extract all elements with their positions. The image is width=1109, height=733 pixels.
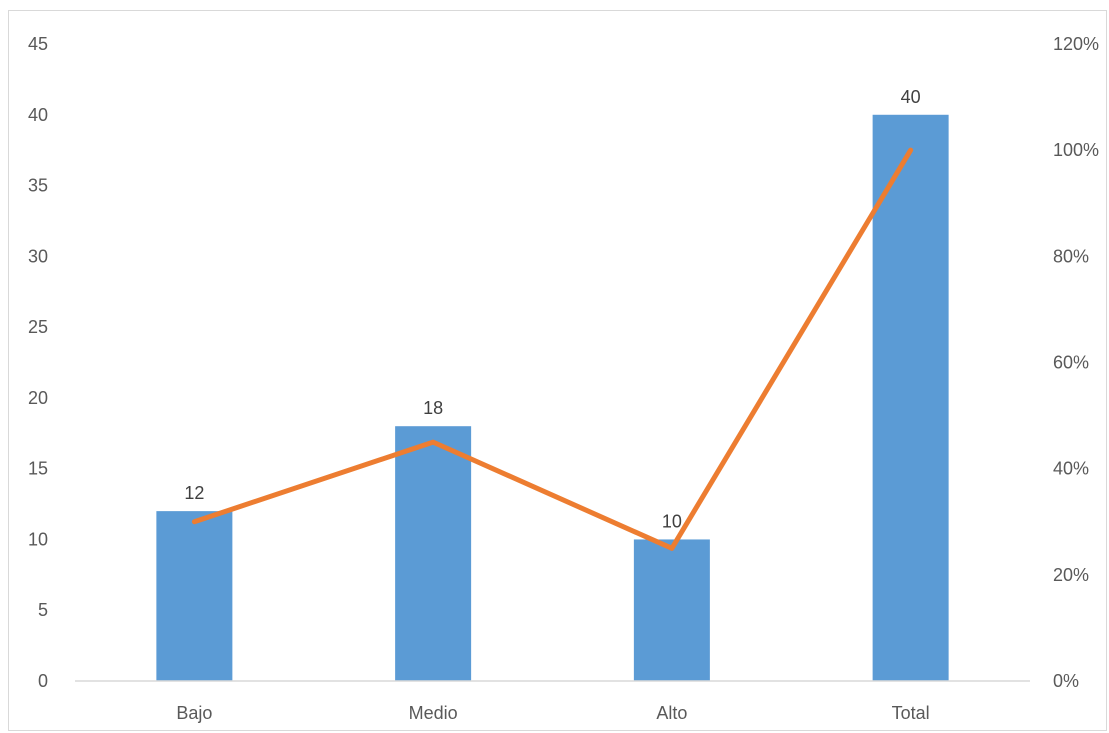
bar — [395, 426, 472, 681]
bar-data-label: 10 — [662, 511, 682, 531]
bar-series — [156, 114, 949, 682]
left-tick-label: 35 — [28, 176, 48, 196]
bar — [872, 114, 949, 682]
x-axis-ticks: Bajo Medio Alto Total — [176, 703, 929, 723]
bar-data-label: 40 — [901, 87, 921, 107]
right-tick-label: 60% — [1053, 353, 1089, 373]
x-tick-label: Alto — [656, 703, 687, 723]
left-axis-ticks: 0 5 10 15 20 25 30 35 40 45 — [28, 34, 48, 691]
x-tick-label: Total — [892, 703, 930, 723]
left-tick-label: 0 — [38, 671, 48, 691]
line-series-path — [191, 147, 914, 551]
right-tick-label: 40% — [1053, 459, 1089, 479]
x-tick-label: Medio — [409, 703, 458, 723]
right-tick-label: 80% — [1053, 246, 1089, 266]
left-tick-label: 45 — [28, 34, 48, 54]
left-tick-label: 20 — [28, 388, 48, 408]
right-tick-label: 120% — [1053, 34, 1099, 54]
bar — [633, 539, 710, 681]
left-tick-label: 10 — [28, 529, 48, 549]
left-tick-label: 30 — [28, 246, 48, 266]
bar-data-label: 12 — [184, 483, 204, 503]
right-tick-label: 0% — [1053, 671, 1079, 691]
line-series — [191, 147, 914, 551]
left-tick-label: 15 — [28, 459, 48, 479]
left-tick-label: 25 — [28, 317, 48, 337]
right-axis-ticks: 0% 20% 40% 60% 80% 100% 120% — [1053, 34, 1099, 691]
bar-data-label: 18 — [423, 398, 443, 418]
x-tick-label: Bajo — [176, 703, 212, 723]
bar — [156, 511, 233, 681]
right-tick-label: 20% — [1053, 565, 1089, 585]
left-tick-label: 5 — [38, 600, 48, 620]
right-tick-label: 100% — [1053, 140, 1099, 160]
left-tick-label: 40 — [28, 105, 48, 125]
bar-data-labels: 12 18 10 40 — [184, 87, 920, 532]
